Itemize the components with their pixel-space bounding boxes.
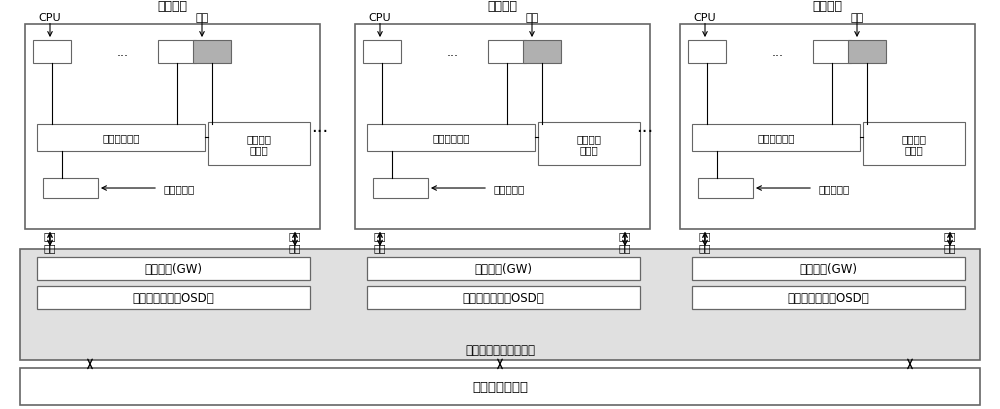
Text: 本地互连网络: 本地互连网络 bbox=[432, 133, 470, 143]
Bar bbox=[367, 125, 535, 151]
Bar bbox=[367, 286, 640, 309]
Bar bbox=[363, 41, 401, 63]
Bar bbox=[43, 179, 98, 198]
Text: ...: ... bbox=[772, 46, 784, 58]
Text: 资源
接口: 资源 接口 bbox=[699, 231, 711, 252]
Bar bbox=[25, 25, 320, 229]
Text: 通信处理器: 通信处理器 bbox=[818, 184, 849, 193]
Text: 对象存储设备（OSD）: 对象存储设备（OSD） bbox=[133, 291, 214, 304]
Bar bbox=[538, 123, 640, 166]
Text: 内存: 内存 bbox=[195, 13, 209, 23]
Text: CPU: CPU bbox=[694, 13, 716, 23]
Bar bbox=[33, 41, 71, 63]
Text: 内存: 内存 bbox=[850, 13, 864, 23]
Bar bbox=[523, 41, 561, 63]
Bar bbox=[698, 179, 753, 198]
Bar bbox=[37, 125, 205, 151]
Bar bbox=[193, 41, 231, 63]
Bar bbox=[367, 258, 640, 280]
Bar bbox=[37, 258, 310, 280]
Text: CPU: CPU bbox=[369, 13, 391, 23]
Bar bbox=[848, 41, 886, 63]
Text: 本地互连网络: 本地互连网络 bbox=[757, 133, 795, 143]
Text: 磁盘和输
入输出: 磁盘和输 入输出 bbox=[246, 133, 271, 155]
Bar bbox=[692, 286, 965, 309]
Text: 资源
接口: 资源 接口 bbox=[374, 231, 386, 252]
Text: 磁盘和输
入输出: 磁盘和输 入输出 bbox=[576, 133, 601, 155]
Text: 存储网关(GW): 存储网关(GW) bbox=[800, 263, 858, 275]
Bar bbox=[208, 123, 310, 166]
Text: ...: ... bbox=[311, 118, 329, 136]
Bar bbox=[692, 125, 860, 151]
Text: ...: ... bbox=[636, 118, 654, 136]
Bar bbox=[692, 258, 965, 280]
Text: ...: ... bbox=[447, 46, 459, 58]
Text: 对象存储设备（OSD）: 对象存储设备（OSD） bbox=[463, 291, 544, 304]
Text: 计算单元: 计算单元 bbox=[812, 0, 842, 13]
Bar bbox=[863, 123, 965, 166]
Text: 资源
接口: 资源 接口 bbox=[44, 231, 56, 252]
Bar bbox=[680, 25, 975, 229]
Text: 服务
接口: 服务 接口 bbox=[619, 231, 631, 252]
Bar bbox=[37, 286, 310, 309]
Text: ...: ... bbox=[117, 46, 129, 58]
Text: 计算单元: 计算单元 bbox=[487, 0, 518, 13]
Bar bbox=[158, 41, 196, 63]
Bar bbox=[20, 368, 980, 405]
Text: 对象存储设备（OSD）: 对象存储设备（OSD） bbox=[788, 291, 869, 304]
Bar bbox=[813, 41, 851, 63]
Bar bbox=[688, 41, 726, 63]
Text: 服务
接口: 服务 接口 bbox=[944, 231, 956, 252]
Text: CPU: CPU bbox=[39, 13, 61, 23]
Bar bbox=[488, 41, 526, 63]
Text: 内存: 内存 bbox=[525, 13, 539, 23]
Text: 计算单元: 计算单元 bbox=[158, 0, 188, 13]
Text: 磁盘和输
入输出: 磁盘和输 入输出 bbox=[901, 133, 926, 155]
Text: 服务
接口: 服务 接口 bbox=[289, 231, 301, 252]
Text: 存储网关(GW): 存储网关(GW) bbox=[144, 263, 202, 275]
Text: 通信处理器: 通信处理器 bbox=[163, 184, 194, 193]
Text: 通信处理器: 通信处理器 bbox=[493, 184, 524, 193]
Text: 存储网关(GW): 存储网关(GW) bbox=[474, 263, 532, 275]
Text: 本地互连网络: 本地互连网络 bbox=[102, 133, 140, 143]
Bar bbox=[20, 249, 980, 360]
Bar bbox=[355, 25, 650, 229]
Text: 高性能互联网络: 高性能互联网络 bbox=[472, 380, 528, 393]
Bar bbox=[373, 179, 428, 198]
Text: 分布式共享存储器系统: 分布式共享存储器系统 bbox=[465, 343, 535, 356]
